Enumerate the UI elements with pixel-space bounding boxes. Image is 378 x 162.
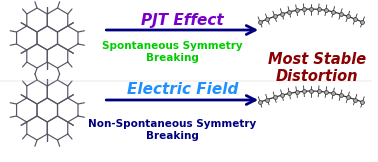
Text: Spontaneous Symmetry
Breaking: Spontaneous Symmetry Breaking (102, 41, 243, 63)
Text: Electric Field: Electric Field (127, 82, 238, 98)
Text: Most Stable
Distortion: Most Stable Distortion (268, 52, 366, 84)
Text: Non-Spontaneous Symmetry
Breaking: Non-Spontaneous Symmetry Breaking (88, 119, 257, 141)
Text: PJT Effect: PJT Effect (141, 12, 223, 28)
